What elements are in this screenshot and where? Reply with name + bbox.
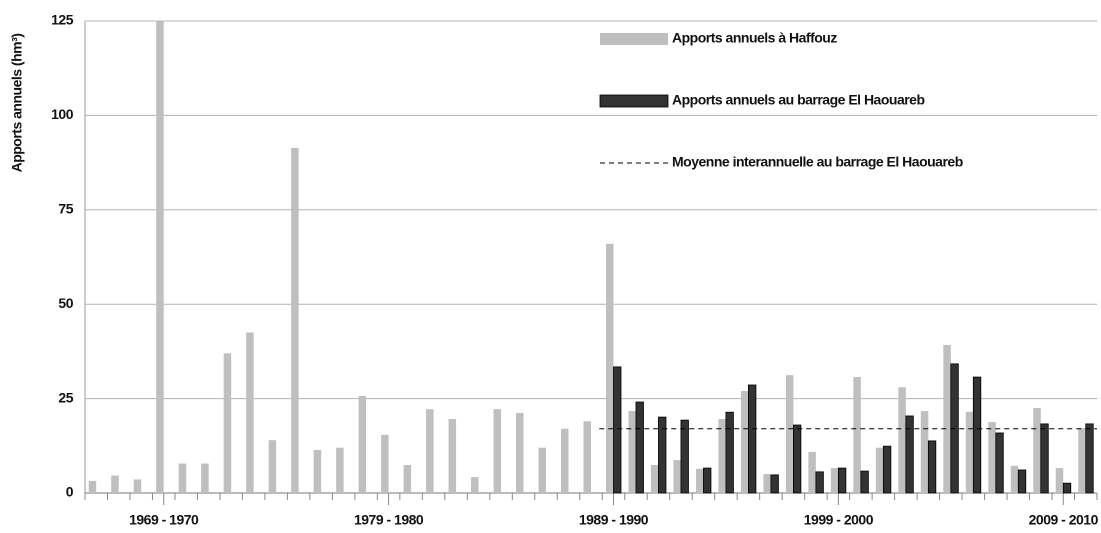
bar	[988, 422, 996, 493]
bar	[336, 447, 344, 493]
bar	[1085, 423, 1094, 494]
bar	[748, 384, 757, 494]
bar	[898, 387, 906, 493]
bar	[965, 411, 974, 493]
x-tick-label: 1989 - 1990	[579, 512, 649, 528]
bar	[853, 377, 861, 493]
bar	[246, 332, 254, 493]
x-tick-label: 1979 - 1980	[354, 512, 424, 528]
bar	[718, 418, 726, 493]
bar	[740, 391, 749, 493]
bar	[403, 465, 412, 493]
bar	[785, 375, 794, 493]
bar	[1062, 482, 1072, 494]
x-tick-label: 1969 - 1970	[129, 512, 199, 528]
bar	[628, 411, 636, 493]
legend-label: Apports annuels au barrage El Haouareb	[672, 92, 925, 108]
y-tick-label: 75	[58, 201, 73, 217]
bar	[1055, 468, 1064, 493]
bar	[808, 451, 816, 493]
bar	[613, 366, 622, 494]
bar	[905, 415, 914, 494]
bar	[561, 428, 569, 493]
bar	[426, 409, 434, 493]
bar	[1040, 423, 1049, 494]
bar	[178, 463, 187, 493]
bar	[703, 467, 712, 494]
bar	[583, 421, 591, 493]
bar	[927, 440, 937, 494]
x-tick-label: 2009 - 2010	[1029, 512, 1099, 528]
bar	[291, 147, 299, 493]
bar	[381, 434, 389, 493]
bar	[972, 376, 982, 494]
bar	[680, 419, 689, 494]
bar	[793, 424, 802, 494]
bar	[995, 432, 1004, 494]
legend-swatch	[599, 94, 669, 108]
legend-label: Moyenne interannuelle au barrage El Haou…	[672, 154, 963, 170]
bar	[156, 21, 164, 493]
bar	[223, 353, 232, 493]
bar	[471, 477, 479, 493]
bar	[88, 480, 97, 493]
bar	[770, 474, 779, 494]
bar	[920, 411, 929, 493]
legend-swatch	[600, 33, 668, 45]
y-tick-label: 25	[58, 389, 73, 405]
bar	[111, 475, 119, 493]
x-tick-label: 1999 - 2000	[804, 512, 874, 528]
bar	[133, 479, 142, 493]
bar	[763, 474, 771, 493]
y-tick-label: 125	[51, 12, 74, 28]
bar	[830, 468, 839, 493]
bar	[695, 468, 704, 493]
bar	[635, 401, 644, 494]
bar	[313, 449, 322, 493]
bar	[448, 418, 457, 493]
bar	[943, 344, 951, 493]
bar	[658, 416, 667, 494]
bar	[815, 471, 824, 494]
bar	[268, 440, 277, 493]
y-tick-label: 0	[66, 484, 74, 500]
bar	[1010, 465, 1019, 493]
bar	[605, 243, 614, 493]
bar	[201, 463, 209, 493]
bar	[1017, 469, 1027, 494]
y-tick-label: 50	[58, 295, 73, 311]
bar	[358, 395, 367, 493]
bar	[538, 447, 547, 493]
bar	[882, 445, 892, 494]
bar	[650, 465, 659, 493]
bar	[1078, 428, 1086, 493]
bar	[1033, 408, 1041, 493]
bar	[516, 412, 524, 493]
bar	[493, 409, 502, 493]
bar	[837, 467, 847, 494]
bar	[673, 460, 681, 493]
legend-label: Apports annuels à Haffouz	[672, 30, 837, 46]
y-axis-label: Apports annuels (hm³)	[9, 34, 25, 173]
bar	[725, 411, 734, 494]
y-tick-label: 100	[51, 106, 74, 122]
bar	[860, 470, 869, 494]
bar	[875, 447, 884, 493]
